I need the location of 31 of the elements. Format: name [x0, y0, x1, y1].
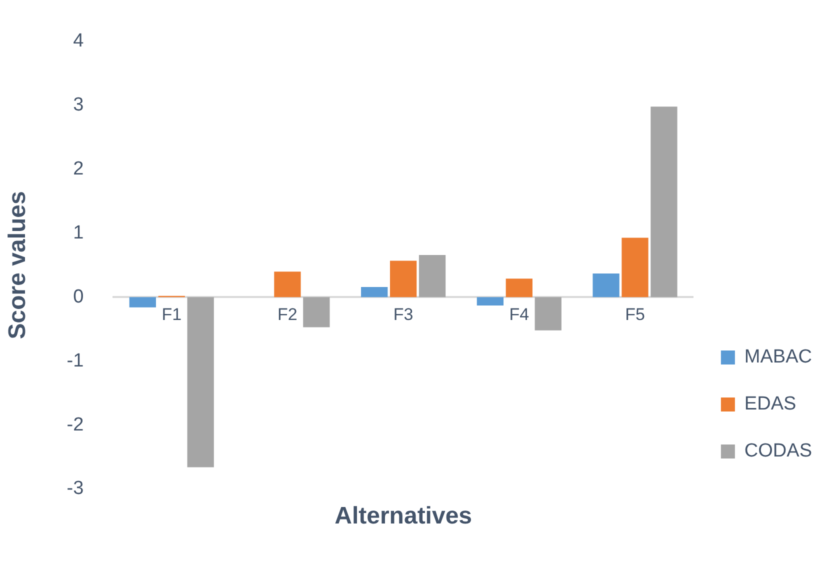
y-tick-label: 2: [73, 158, 84, 180]
y-tick-label: 0: [73, 286, 84, 308]
legend-label: CODAS: [744, 440, 812, 462]
x-tick-label: F5: [625, 305, 645, 324]
y-tick-label: -1: [66, 350, 84, 372]
y-axis-title: Score values: [4, 191, 32, 340]
x-tick-label: F4: [509, 305, 530, 324]
x-axis-title: Alternatives: [334, 502, 472, 530]
y-tick-label: -3: [66, 478, 84, 500]
bar: [129, 297, 156, 308]
bar: [476, 297, 504, 306]
x-tick-label: F3: [393, 305, 414, 324]
y-tick-label: 4: [73, 30, 84, 52]
bar: [390, 260, 417, 298]
x-tick-label: F2: [278, 305, 298, 324]
bar: [274, 272, 301, 298]
bar: [303, 297, 330, 328]
bar: [592, 274, 620, 298]
y-tick-label: 3: [73, 94, 84, 116]
bar: [187, 297, 214, 468]
bar: [418, 254, 446, 298]
legend-label: MABAC: [744, 346, 812, 368]
bar: [622, 238, 648, 298]
bar: [534, 297, 562, 330]
bar: [506, 278, 532, 298]
y-tick-label: 1: [73, 222, 84, 244]
legend-label: EDAS: [744, 394, 796, 415]
y-tick-label: -2: [66, 414, 84, 436]
bar: [650, 106, 678, 298]
bar: [361, 286, 388, 298]
x-tick-label: F1: [162, 305, 182, 324]
